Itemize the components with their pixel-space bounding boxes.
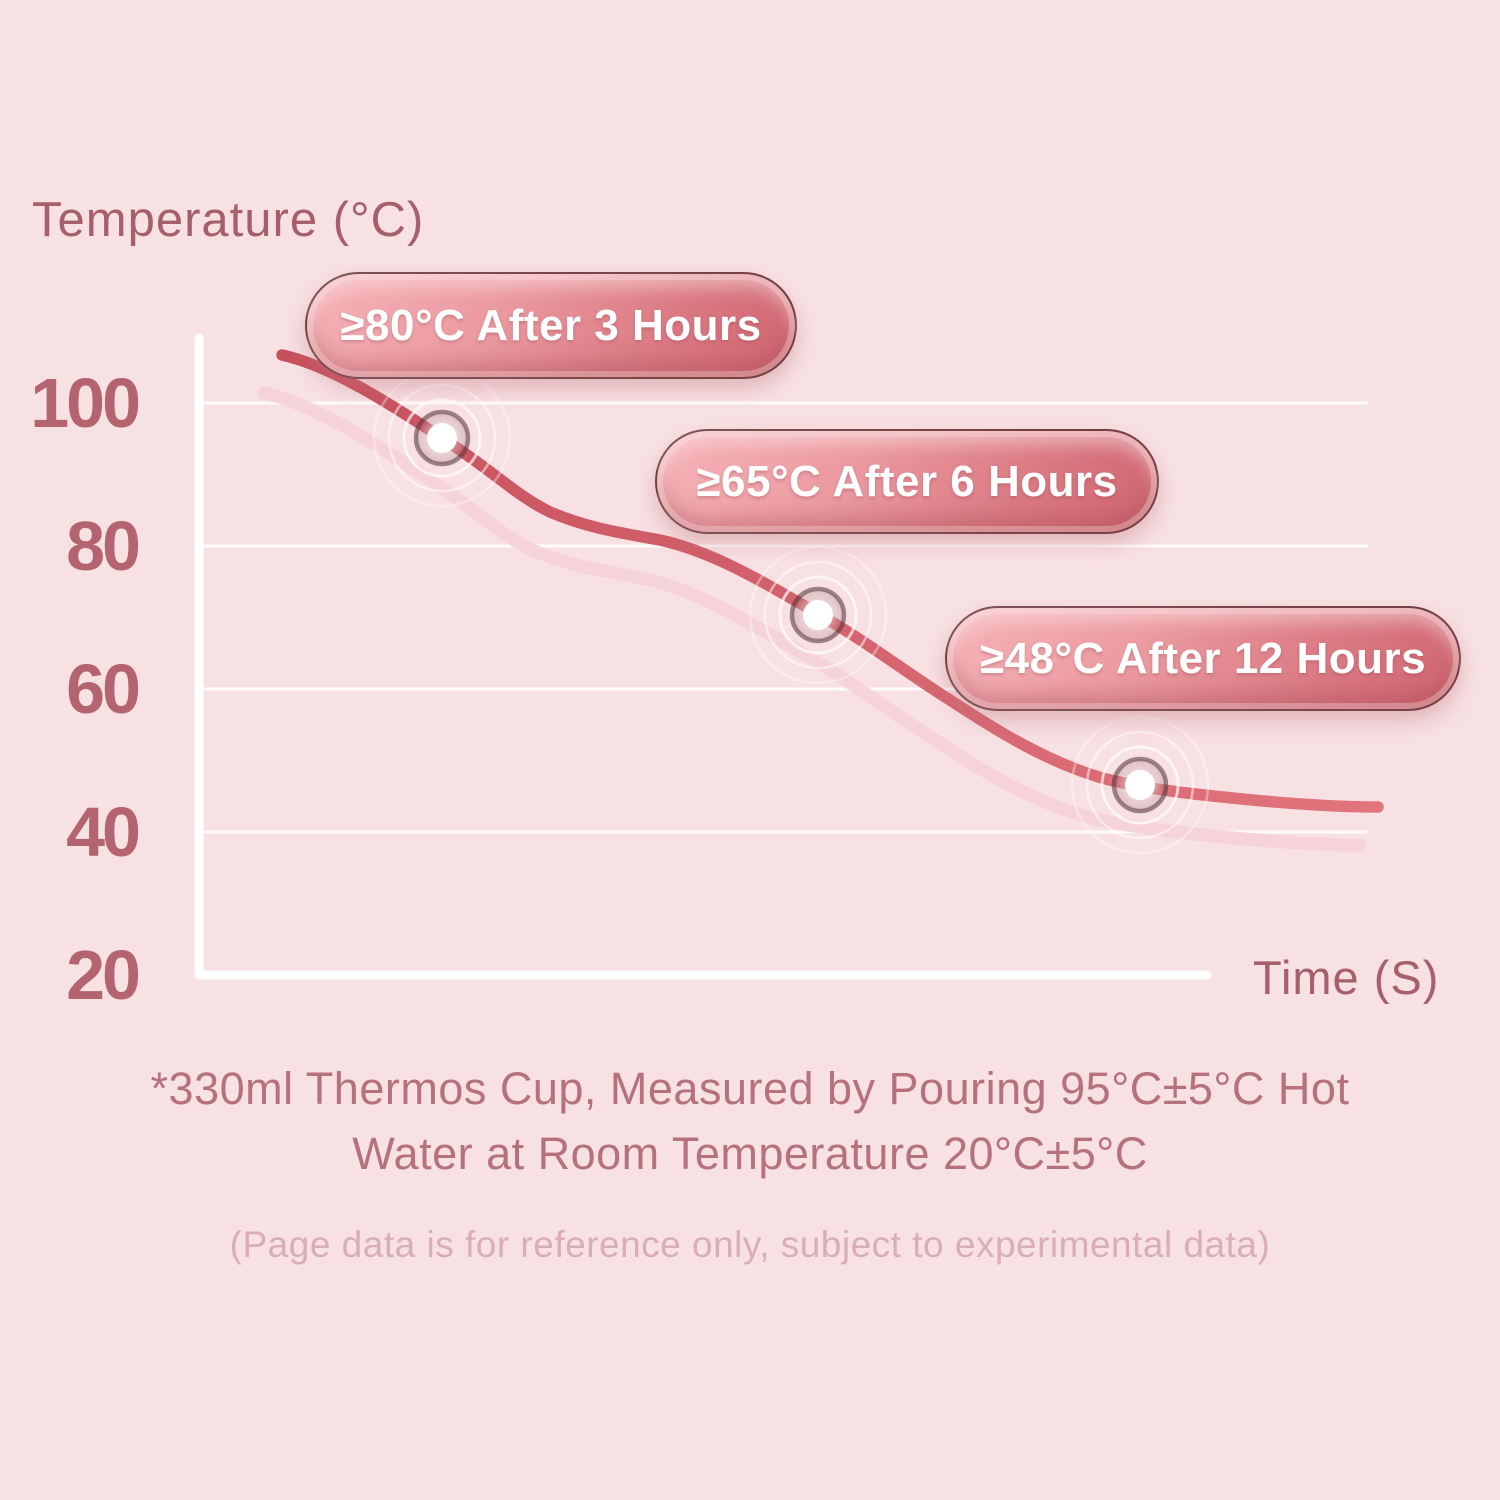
point-dot-icon [427, 423, 457, 453]
y-tick-20: 20 [66, 936, 141, 1014]
ripple-icon [387, 383, 497, 493]
ripple-icon [778, 575, 858, 655]
annotation-pill-6h: ≥65°C After 6 Hours [655, 429, 1159, 534]
annotation-pill-12h: ≥48°C After 12 Hours [945, 606, 1461, 711]
reference-disclaimer: (Page data is for reference only, subjec… [229, 1224, 1271, 1265]
y-tick-60: 60 [66, 650, 141, 728]
point-dot-icon [803, 600, 833, 630]
ripple-icon [748, 545, 888, 685]
data-point-6h [748, 545, 888, 685]
data-point-3h [372, 368, 512, 508]
ripple-icon [402, 398, 482, 478]
ripple-icon [1070, 715, 1210, 855]
ripple-icon [1085, 730, 1195, 840]
ripple-icon [1100, 745, 1180, 825]
ripple-icon [763, 560, 873, 670]
xy-axes [194, 333, 1212, 980]
data-point-12h [1070, 715, 1210, 855]
y-axis-title: Temperature (°C) [32, 193, 425, 247]
y-tick-100: 100 [30, 364, 141, 442]
x-axis-title: Time (S) [1253, 951, 1440, 1004]
annotation-pill-3h: ≥80°C After 3 Hours [305, 272, 797, 379]
y-tick-80: 80 [66, 507, 141, 585]
y-tick-40: 40 [66, 793, 141, 871]
curve-shadow [257, 386, 1367, 852]
point-dot-icon [1125, 770, 1155, 800]
measurement-note: *330ml Thermos Cup, Measured by Pouring … [150, 1063, 1350, 1180]
